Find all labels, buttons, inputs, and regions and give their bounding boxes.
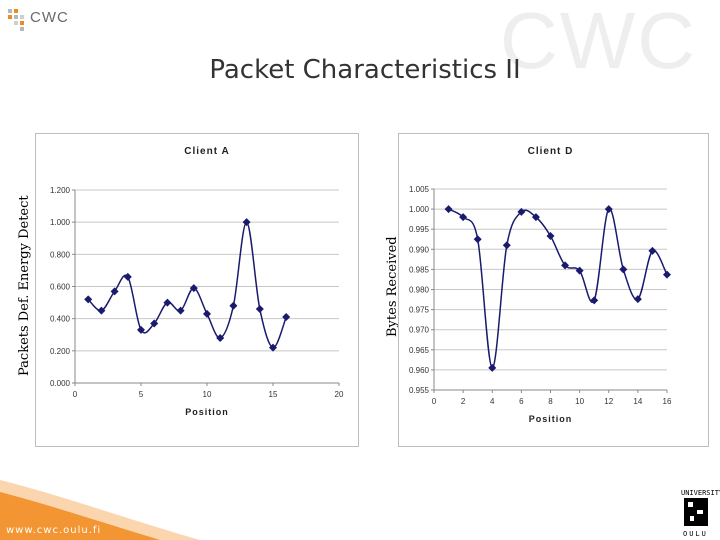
client-d-y-tick-label: 0.960 xyxy=(409,366,430,375)
university-name-top: UNIVERSITY xyxy=(681,489,720,497)
cwc-logo-icon xyxy=(8,9,24,31)
client-d-y-tick-label: 0.990 xyxy=(409,245,430,254)
client-a-x-tick-label: 10 xyxy=(203,390,212,399)
client-d-x-tick-label: 12 xyxy=(604,397,613,406)
client-a-y-tick-label: 0.200 xyxy=(50,347,71,356)
client-a-x-tick-label: 0 xyxy=(73,390,78,399)
university-logo-icon xyxy=(684,498,708,526)
client-a-y-tick-label: 0.400 xyxy=(50,315,71,324)
client-d-data-point xyxy=(444,205,453,214)
client-a-data-point xyxy=(97,306,106,315)
client-d-y-tick-label: 0.980 xyxy=(409,286,430,295)
client-a-data-point xyxy=(176,306,185,315)
client-d-data-point xyxy=(459,213,468,222)
client-a-data-point xyxy=(229,301,238,310)
client-a-data-point xyxy=(137,325,145,334)
client-d-data-point xyxy=(619,265,628,274)
client-d-data-point xyxy=(531,213,540,222)
client-a-y-tick-label: 0.800 xyxy=(50,250,71,259)
client-d-chart-title: Client D xyxy=(528,146,574,157)
client-d-x-tick-label: 16 xyxy=(663,397,672,406)
client-a-data-point xyxy=(255,305,264,314)
cwc-watermark: CWC xyxy=(500,0,698,85)
client-d-y-tick-label: 0.975 xyxy=(409,306,430,315)
client-d-y-tick-label: 1.005 xyxy=(409,185,430,194)
client-d-data-point xyxy=(633,295,642,304)
client-a-y-tick-label: 1.000 xyxy=(50,218,71,227)
client-d-data-point xyxy=(517,207,526,216)
client-d-x-tick-label: 8 xyxy=(548,397,553,406)
client-a-y-tick-label: 0.600 xyxy=(50,283,71,292)
client-d-x-axis-label: Position xyxy=(529,414,573,424)
client-d-y-tick-label: 0.970 xyxy=(409,326,430,335)
client-d-x-tick-label: 14 xyxy=(633,397,642,406)
client-a-x-tick-label: 5 xyxy=(139,390,144,399)
client-d-x-tick-label: 0 xyxy=(432,397,437,406)
client-a-data-point xyxy=(216,333,225,342)
client-d-y-tick-label: 0.995 xyxy=(409,225,430,234)
client-a-data-point xyxy=(123,272,132,281)
client-a-data-point xyxy=(150,319,159,328)
client-d-data-point xyxy=(575,266,584,275)
client-d-x-tick-label: 6 xyxy=(519,397,524,406)
client-d-y-tick-label: 0.965 xyxy=(409,346,430,355)
client-d-data-point xyxy=(604,205,613,214)
client-a-data-point xyxy=(84,295,93,304)
client-a-data-point xyxy=(203,309,211,318)
client-a-data-point xyxy=(282,313,291,322)
footer-url: www.cwc.oulu.fi xyxy=(6,525,102,536)
client-d-data-point xyxy=(648,246,657,255)
client-a-data-point xyxy=(242,218,251,227)
client-a-data-point xyxy=(110,287,119,296)
chart-panel-client-d: Client D 0.955 0.960 0.965 0.970 0.975 0.980 0.… xyxy=(398,133,709,447)
client-a-data-point xyxy=(269,343,277,352)
client-d-data-point xyxy=(473,235,482,244)
client-d-series-line xyxy=(448,208,668,369)
client-a-x-axis-label: Position xyxy=(185,407,229,417)
client-d-x-tick-label: 4 xyxy=(490,397,495,406)
client-d-data-point xyxy=(546,232,555,241)
client-a-series-line xyxy=(87,221,287,349)
client-d-data-point xyxy=(663,270,671,279)
client-a-x-tick-label: 15 xyxy=(269,390,278,399)
page-title: Packet Characteristics II xyxy=(209,55,521,85)
client-a-x-tick-label: 20 xyxy=(335,390,344,399)
client-a-y-tick-label: 1.200 xyxy=(50,186,71,195)
client-a-data-point xyxy=(189,284,198,293)
client-d-data-point xyxy=(561,261,570,270)
left-outer-axis-label: Packets Def. Energy Detect xyxy=(17,195,32,376)
client-d-y-tick-label: 0.955 xyxy=(409,386,430,395)
client-d-x-tick-label: 10 xyxy=(575,397,584,406)
chart-client-d: Client D 0.955 0.960 0.965 0.970 0.975 0.980 0.… xyxy=(409,146,672,424)
logo-text: CWC xyxy=(30,9,69,26)
chart-client-a: Client A 0.000 0.200 0.400 0.600 0.800 1.000 1.… xyxy=(50,146,344,417)
university-name-bottom: OULU xyxy=(683,530,708,538)
client-d-y-tick-label: 1.000 xyxy=(409,205,430,214)
client-a-data-point xyxy=(163,298,172,307)
client-d-data-point xyxy=(590,296,599,305)
client-a-chart-title: Client A xyxy=(184,146,229,157)
footer-swoosh xyxy=(0,480,200,540)
client-d-data-point xyxy=(488,363,497,372)
chart-panel-client-a: Client A 0.000 0.200 0.400 0.600 0.800 1.000 1.… xyxy=(35,133,359,447)
client-a-y-tick-label: 0.000 xyxy=(50,379,71,388)
client-d-y-tick-label: 0.985 xyxy=(409,265,430,274)
client-d-x-tick-label: 2 xyxy=(461,397,466,406)
client-d-data-point xyxy=(502,241,511,250)
